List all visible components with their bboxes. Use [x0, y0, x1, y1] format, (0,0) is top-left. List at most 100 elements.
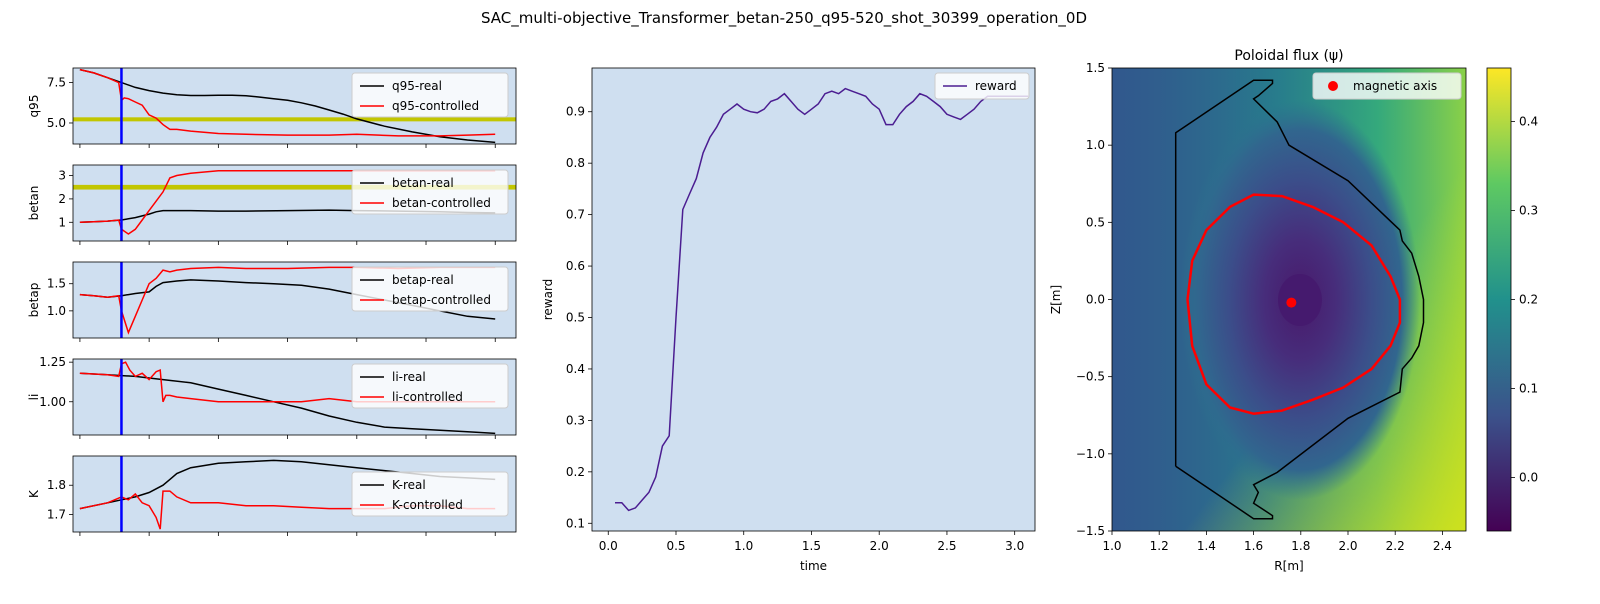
y-tick-label: 1.0: [47, 304, 66, 318]
legend-box: [351, 363, 509, 409]
legend-box: [351, 471, 509, 517]
x-tick-label: 1.2: [1150, 539, 1169, 553]
legend-label: betan-controlled: [392, 196, 491, 210]
y-tick-label: 1.5: [1086, 61, 1105, 75]
plasma-boundary: [1186, 193, 1402, 415]
subplot-betap: 1.0 1.5 betap betap-real betap-controlled: [27, 261, 517, 342]
y-tick-label: 0.9: [566, 105, 585, 119]
subplot-betan: 1 2 3 betan betan-real betan-controlled: [27, 164, 517, 245]
x-tick-label: 1.0: [1102, 539, 1121, 553]
legend-swatch: [1328, 81, 1338, 91]
x-tick-label: 2.5: [937, 539, 956, 553]
legend-box: [351, 169, 509, 215]
y-tick-label: 0.0: [1086, 293, 1105, 307]
colorbar-tick-label: 0.3: [1519, 203, 1538, 217]
y-tick-label: 2: [58, 192, 66, 206]
legend: K-real K-controlled: [351, 471, 509, 517]
subplot-li: 1.00 1.25 li li-real li-controlled: [27, 355, 517, 439]
x-tick-label: 0.5: [666, 539, 685, 553]
series-line-reward: [615, 87, 1029, 512]
y-tick-label: −1.0: [1076, 447, 1105, 461]
subplot-K: 1.7 1.8 K K-real K-controlled: [27, 455, 517, 536]
legend-label: reward: [975, 79, 1017, 93]
legend-label: q95-real: [392, 79, 442, 93]
colorbar-tick-label: 0.4: [1519, 114, 1538, 128]
x-tick-label: 1.6: [1244, 539, 1263, 553]
legend-box: [934, 72, 1030, 100]
legend-box: [1312, 72, 1462, 100]
x-tick-label: 2.0: [870, 539, 889, 553]
legend-label: betan-real: [392, 176, 454, 190]
legend: reward: [934, 72, 1030, 100]
x-tick-label: 0.0: [599, 539, 618, 553]
subplot-reward: 0.1 0.2 0.3 0.4 0.5 0.6 0.7 0.8 0.9 0.0 0.5 1.0 1.5 2…: [541, 67, 1036, 573]
y-tick-label: 7.5: [47, 76, 66, 90]
y-tick-label: −1.5: [1076, 524, 1105, 538]
y-axis-label: K: [27, 489, 41, 498]
x-axis-label: R[m]: [1274, 559, 1303, 573]
y-tick-label: 1.00: [39, 395, 66, 409]
legend-label: K-real: [392, 478, 426, 492]
y-axis-label: Z[m]: [1049, 285, 1063, 314]
legend: betap-real betap-controlled: [351, 266, 509, 312]
chart-layer: 5.0 7.5 q95 q95-real q95-controlled 1 2 3 betan b…: [27, 48, 1538, 573]
y-tick-label: 3: [58, 169, 66, 183]
figure-suptitle: SAC_multi-objective_Transformer_betan-25…: [481, 9, 1087, 28]
legend-label: betap-real: [392, 273, 454, 287]
axes-frame: [72, 67, 517, 145]
axes-background: [592, 68, 1035, 531]
x-axis-label: time: [800, 559, 827, 573]
target-band: [73, 184, 516, 190]
x-tick-label: 2.0: [1338, 539, 1357, 553]
legend-label: li-real: [392, 370, 426, 384]
colorbar: 0.0 0.1 0.2 0.3 0.4: [1486, 67, 1538, 532]
legend-label: betap-controlled: [392, 293, 491, 307]
legend-label: K-controlled: [392, 498, 463, 512]
y-tick-label: 0.4: [566, 362, 585, 376]
colorbar-tick-label: 0.0: [1519, 471, 1538, 485]
x-tick-label: 2.2: [1386, 539, 1405, 553]
legend: betan-real betan-controlled: [351, 169, 509, 215]
legend-label: li-controlled: [392, 390, 463, 404]
legend-label: q95-controlled: [392, 99, 479, 113]
y-tick-label: 1.7: [47, 507, 66, 521]
axes-frame: [72, 261, 517, 339]
axes-frame: [72, 164, 517, 242]
axes-frame: [72, 358, 517, 436]
x-tick-label: 1.4: [1197, 539, 1216, 553]
y-axis-label: betap: [27, 283, 41, 318]
y-tick-label: 1.8: [47, 478, 66, 492]
y-tick-label: 0.7: [566, 208, 585, 222]
legend: li-real li-controlled: [351, 363, 509, 409]
y-tick-label: 1: [58, 215, 66, 229]
chart-title: Poloidal flux (ψ): [1234, 48, 1343, 64]
x-tick-label: 2.4: [1433, 539, 1452, 553]
x-tick-label: 1.8: [1291, 539, 1310, 553]
y-axis-label: reward: [541, 279, 555, 321]
legend-box: [351, 266, 509, 312]
axes-frame: [72, 455, 517, 533]
y-tick-label: 0.3: [566, 413, 585, 427]
y-tick-label: 0.5: [1086, 215, 1105, 229]
y-tick-label: 0.2: [566, 465, 585, 479]
legend-label: magnetic axis: [1353, 79, 1437, 93]
y-tick-label: 0.6: [566, 259, 585, 273]
y-tick-label: −0.5: [1076, 370, 1105, 384]
y-tick-label: 1.0: [1086, 138, 1105, 152]
series-line-q95-real: [79, 68, 496, 144]
legend: q95-real q95-controlled: [351, 72, 509, 118]
plot-area: [73, 68, 516, 144]
y-axis-label: betan: [27, 186, 41, 221]
x-tick-label: 3.0: [1005, 539, 1024, 553]
x-tick-label: 1.0: [734, 539, 753, 553]
y-tick-label: 0.1: [566, 516, 585, 530]
colorbar-gradient: [1487, 68, 1511, 531]
y-tick-label: 1.25: [39, 355, 66, 369]
y-axis-label: li: [27, 394, 41, 401]
y-tick-label: 0.8: [566, 156, 585, 170]
y-tick-label: 5.0: [47, 116, 66, 130]
target-band: [73, 117, 516, 122]
legend: magnetic axis: [1312, 72, 1462, 100]
